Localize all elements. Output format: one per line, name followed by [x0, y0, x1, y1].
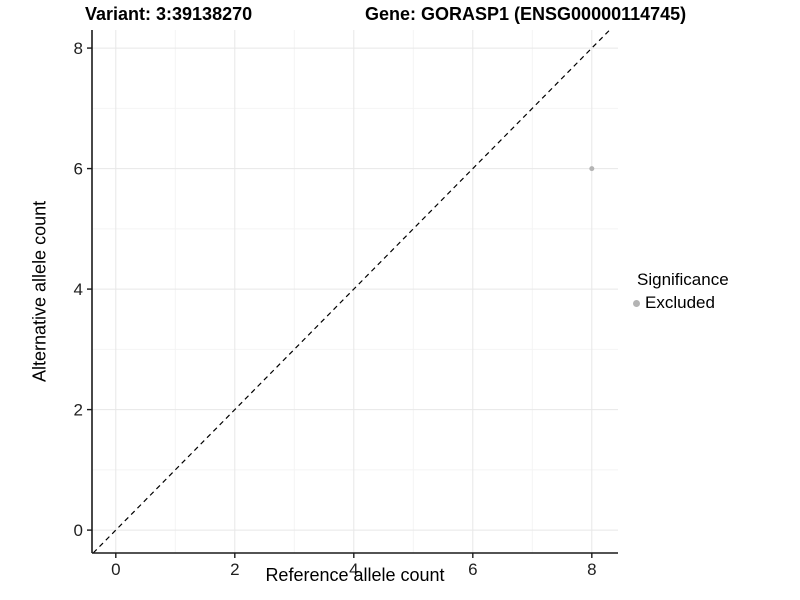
identity-reference-line	[92, 29, 611, 554]
variant-title: Variant: 3:39138270	[85, 4, 253, 24]
y-tick-label: 8	[74, 39, 83, 58]
legend: Significance Excluded	[630, 270, 729, 313]
y-tick-label: 0	[74, 521, 83, 540]
y-tick-label: 6	[74, 160, 83, 179]
x-axis-title: Reference allele count	[265, 565, 445, 585]
excluded-point-icon	[633, 299, 640, 307]
data-point	[589, 166, 595, 172]
x-tick-label: 0	[111, 560, 120, 579]
legend-item-label: Excluded	[645, 293, 715, 312]
y-tick-label: 4	[74, 280, 83, 299]
legend-title: Significance	[637, 270, 729, 289]
x-tick-label: 8	[587, 560, 596, 579]
y-tick-label: 2	[74, 401, 83, 420]
x-tick-label: 4	[349, 560, 358, 579]
x-tick-label: 2	[230, 560, 239, 579]
gene-title: Gene: GORASP1 (ENSG00000114745)	[365, 4, 687, 24]
legend-item-excluded: Excluded	[630, 293, 729, 313]
x-tick-label: 6	[468, 560, 477, 579]
y-axis-title: Alternative allele count	[29, 200, 50, 383]
